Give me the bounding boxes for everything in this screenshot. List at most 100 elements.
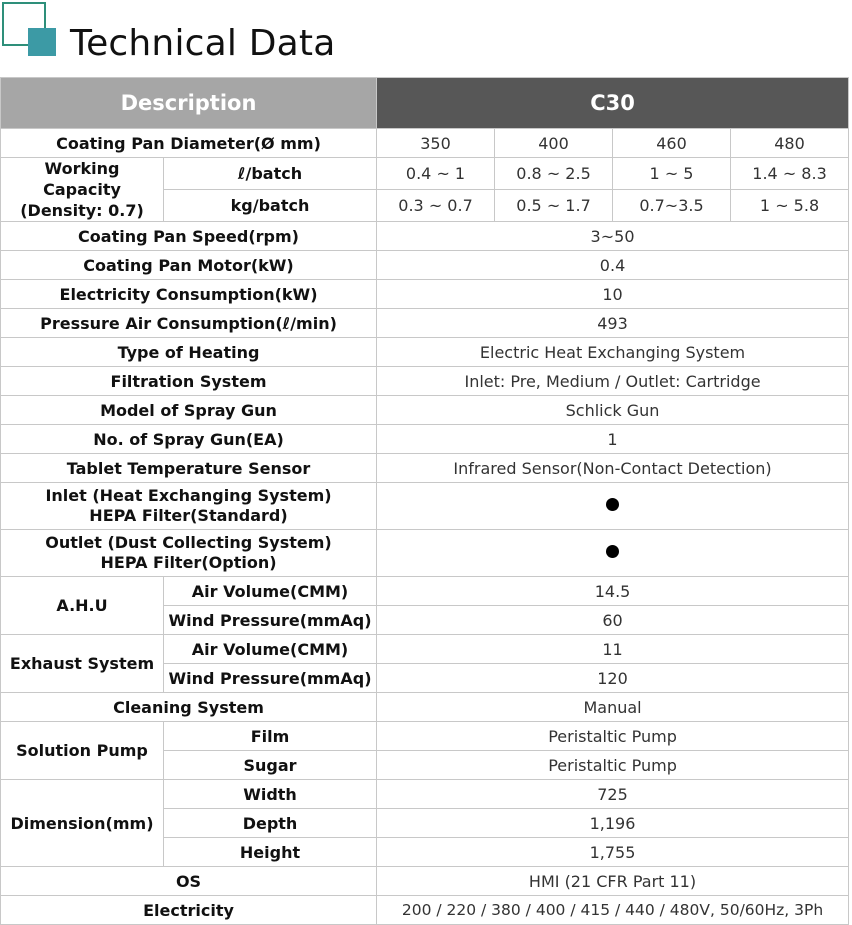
table-row: Coating Pan Diameter(Ø mm) 350 400 460 4… bbox=[0, 128, 850, 158]
group-label: Working Capacity (Density: 0.7) bbox=[0, 157, 164, 222]
filled-dot-icon bbox=[606, 545, 620, 558]
table-row: Wind Pressure(mmAq) 120 bbox=[1, 663, 850, 693]
row-value: 1 ~ 5.8 bbox=[730, 189, 850, 222]
row-sublabel: Air Volume(CMM) bbox=[162, 634, 378, 664]
table-row: No. of Spray Gun(EA) 1 bbox=[0, 424, 850, 454]
row-value: 1,196 bbox=[376, 808, 850, 838]
row-value: Peristaltic Pump bbox=[376, 750, 850, 780]
technical-data-table: Description C30 Coating Pan Diameter(Ø m… bbox=[0, 77, 850, 925]
row-value: 400 bbox=[494, 128, 614, 158]
table-row: Depth 1,196 bbox=[1, 808, 850, 838]
row-value: 0.8 ~ 2.5 bbox=[494, 157, 614, 190]
table-row: Cleaning System Manual bbox=[0, 692, 850, 722]
table-row: Model of Spray Gun Schlick Gun bbox=[0, 395, 850, 425]
row-label-line: Inlet (Heat Exchanging System) bbox=[45, 486, 332, 505]
row-value: 200 / 220 / 380 / 400 / 415 / 440 / 480V… bbox=[376, 895, 850, 925]
model-header: C30 bbox=[376, 77, 850, 129]
row-value: 460 bbox=[612, 128, 732, 158]
description-header: Description bbox=[0, 77, 378, 129]
page-title: Technical Data bbox=[70, 23, 336, 64]
row-value bbox=[376, 529, 850, 577]
row-label: Electricity Consumption(kW) bbox=[0, 279, 378, 309]
table-row: Sugar Peristaltic Pump bbox=[1, 750, 850, 780]
row-label: Inlet (Heat Exchanging System) HEPA Filt… bbox=[0, 482, 378, 530]
row-label: No. of Spray Gun(EA) bbox=[0, 424, 378, 454]
row-sublabel: Wind Pressure(mmAq) bbox=[162, 605, 378, 635]
row-value: Schlick Gun bbox=[376, 395, 850, 425]
row-value: 480 bbox=[730, 128, 850, 158]
row-value: 10 bbox=[376, 279, 850, 309]
table-row: Filtration System Inlet: Pre, Medium / O… bbox=[0, 366, 850, 396]
row-value: 1 bbox=[376, 424, 850, 454]
row-value: Electric Heat Exchanging System bbox=[376, 337, 850, 367]
group-label: Exhaust System bbox=[0, 634, 164, 693]
row-value: 725 bbox=[376, 779, 850, 809]
row-label: Coating Pan Speed(rpm) bbox=[0, 221, 378, 251]
row-value: 0.3 ~ 0.7 bbox=[376, 189, 496, 222]
filled-dot-icon bbox=[606, 498, 620, 511]
page-header: Technical Data bbox=[0, 0, 852, 76]
group-label: Solution Pump bbox=[0, 721, 164, 780]
row-value: Infrared Sensor(Non-Contact Detection) bbox=[376, 453, 850, 483]
row-value: 1.4 ~ 8.3 bbox=[730, 157, 850, 190]
row-value: 0.4 ~ 1 bbox=[376, 157, 496, 190]
row-value: HMI (21 CFR Part 11) bbox=[376, 866, 850, 896]
row-value: Peristaltic Pump bbox=[376, 721, 850, 751]
row-label-line: HEPA Filter(Option) bbox=[100, 553, 277, 572]
table-row: Height 1,755 bbox=[1, 837, 850, 867]
table-row: Outlet (Dust Collecting System) HEPA Fil… bbox=[0, 529, 850, 577]
table-row: Solution Pump Film Peristaltic Pump bbox=[0, 721, 850, 780]
row-label: Model of Spray Gun bbox=[0, 395, 378, 425]
group-label: Dimension(mm) bbox=[0, 779, 164, 867]
table-row: Electricity Consumption(kW) 10 bbox=[0, 279, 850, 309]
row-value: 60 bbox=[376, 605, 850, 635]
table-row: Electricity 200 / 220 / 380 / 400 / 415 … bbox=[0, 895, 850, 925]
row-value: 3~50 bbox=[376, 221, 850, 251]
row-value: 0.7~3.5 bbox=[612, 189, 732, 222]
row-sublabel: ℓ/batch bbox=[162, 157, 378, 190]
row-label-line: HEPA Filter(Standard) bbox=[89, 506, 288, 525]
row-value: Inlet: Pre, Medium / Outlet: Cartridge bbox=[376, 366, 850, 396]
table-row: Coating Pan Speed(rpm) 3~50 bbox=[0, 221, 850, 251]
row-value: Manual bbox=[376, 692, 850, 722]
row-value: 350 bbox=[376, 128, 496, 158]
row-sublabel: kg/batch bbox=[162, 189, 378, 222]
table-row: Tablet Temperature Sensor Infrared Senso… bbox=[0, 453, 850, 483]
row-label: Outlet (Dust Collecting System) HEPA Fil… bbox=[0, 529, 378, 577]
table-row: Dimension(mm) Width 725 bbox=[0, 779, 850, 867]
square-logo-fill-icon bbox=[28, 28, 56, 56]
row-sublabel: Width bbox=[162, 779, 378, 809]
table-header-row: Description C30 bbox=[0, 77, 850, 129]
row-value: 0.5 ~ 1.7 bbox=[494, 189, 614, 222]
row-value: 120 bbox=[376, 663, 850, 693]
row-sublabel: Sugar bbox=[162, 750, 378, 780]
row-label: Type of Heating bbox=[0, 337, 378, 367]
row-sublabel: Air Volume(CMM) bbox=[162, 576, 378, 606]
table-row: Type of Heating Electric Heat Exchanging… bbox=[0, 337, 850, 367]
row-value: 14.5 bbox=[376, 576, 850, 606]
row-sublabel: Wind Pressure(mmAq) bbox=[162, 663, 378, 693]
row-value: 493 bbox=[376, 308, 850, 338]
row-value: 1 ~ 5 bbox=[612, 157, 732, 190]
row-label: Filtration System bbox=[0, 366, 378, 396]
row-sublabel: Height bbox=[162, 837, 378, 867]
row-value: 11 bbox=[376, 634, 850, 664]
row-value: 1,755 bbox=[376, 837, 850, 867]
row-label: Electricity bbox=[0, 895, 378, 925]
row-label: Pressure Air Consumption(ℓ/min) bbox=[0, 308, 378, 338]
row-label: OS bbox=[0, 866, 378, 896]
table-row: A.H.U Air Volume(CMM) 14.5 bbox=[0, 576, 850, 635]
row-value: 0.4 bbox=[376, 250, 850, 280]
table-row: Exhaust System Air Volume(CMM) 11 bbox=[0, 634, 850, 693]
row-label: Coating Pan Diameter(Ø mm) bbox=[0, 128, 378, 158]
group-label: A.H.U bbox=[0, 576, 164, 635]
table-row: Working Capacity (Density: 0.7) ℓ/batch … bbox=[0, 157, 850, 222]
table-row: Pressure Air Consumption(ℓ/min) 493 bbox=[0, 308, 850, 338]
row-label: Tablet Temperature Sensor bbox=[0, 453, 378, 483]
row-label: Coating Pan Motor(kW) bbox=[0, 250, 378, 280]
table-row: Inlet (Heat Exchanging System) HEPA Filt… bbox=[0, 482, 850, 530]
row-label: Cleaning System bbox=[0, 692, 378, 722]
row-value bbox=[376, 482, 850, 530]
row-sublabel: Depth bbox=[162, 808, 378, 838]
table-row: OS HMI (21 CFR Part 11) bbox=[0, 866, 850, 896]
